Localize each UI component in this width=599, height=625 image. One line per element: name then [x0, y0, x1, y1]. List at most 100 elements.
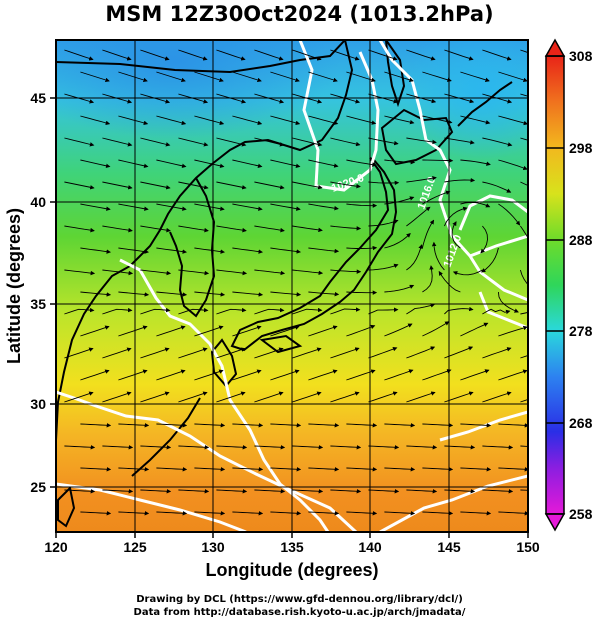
lat-tick-35: 35 [30, 296, 46, 312]
lon-tick-145: 145 [437, 539, 461, 555]
streamline-arrow [452, 269, 483, 276]
streamline-arrow [254, 181, 285, 190]
colorbar-tick-308: 308 [569, 48, 593, 64]
streamline-arrow [519, 269, 528, 286]
lat-tick-45: 45 [30, 90, 46, 106]
streamline-arrow [384, 115, 415, 125]
streamline-arrow [102, 489, 134, 494]
streamline-arrow [140, 489, 172, 494]
streamline-arrow [292, 181, 323, 190]
streamline-arrow [216, 391, 246, 403]
streamline-arrow [156, 511, 188, 516]
streamline-arrow [232, 467, 264, 472]
streamline-arrow [102, 181, 133, 190]
streamline-arrow [384, 232, 411, 249]
streamline-arrow [406, 303, 436, 315]
streamline-arrow [406, 137, 437, 145]
streamline-arrow [292, 347, 322, 359]
lat-tick-40: 40 [30, 194, 46, 210]
streamline-arrow [216, 307, 247, 315]
streamline-arrow [460, 159, 491, 166]
streamline-arrow [482, 489, 514, 494]
streamline-arrow [80, 369, 110, 381]
streamline-arrow [64, 49, 94, 61]
streamline-arrow [140, 445, 172, 450]
streamline-arrow [64, 137, 95, 147]
streamline-arrow [118, 511, 150, 516]
streamline-arrow [140, 347, 170, 359]
streamline-arrow [254, 307, 285, 315]
lon-tick-125: 125 [123, 539, 147, 555]
streamline-arrow [232, 247, 263, 254]
credit-data-source: Data from http://database.rish.kyoto-u.a… [133, 607, 466, 618]
streamline-arrow [102, 391, 132, 403]
shikoku-coast [259, 334, 303, 354]
streamline-arrow [178, 489, 210, 494]
streamline-arrow [118, 159, 149, 169]
streamline-arrow [520, 225, 528, 239]
streamline-arrow [102, 307, 133, 315]
streamline-arrow [422, 158, 454, 163]
streamline-arrow [422, 369, 452, 381]
streamline-arrow [270, 203, 301, 211]
streamline-arrow [460, 201, 491, 208]
streamline-arrow [80, 467, 112, 472]
streamline-arrow [64, 489, 96, 494]
streamline-arrow [406, 175, 437, 183]
streamline-arrow [330, 49, 360, 61]
streamline-arrow [270, 423, 302, 428]
streamline-arrow [102, 137, 133, 147]
streamline-arrow [64, 225, 95, 233]
streamline-arrow [232, 159, 263, 168]
streamline-arrow [194, 159, 225, 169]
streamline-arrow [368, 263, 399, 271]
lon-tick-120: 120 [44, 539, 68, 555]
streamline-arrow [308, 159, 339, 168]
streamline-arrow [216, 445, 248, 450]
streamline-arrow [292, 269, 324, 276]
streamline-arrow [482, 445, 514, 450]
streamline-arrow [498, 511, 528, 516]
streamline-arrow [178, 269, 210, 276]
streamline-arrow [156, 423, 188, 428]
colorbar-bottom-arrow [544, 513, 566, 532]
streamline-arrow [254, 225, 285, 233]
streamline-arrow [292, 225, 323, 233]
streamline-arrow [368, 489, 400, 494]
streamline-arrow [102, 347, 132, 359]
latitude-tick-labels: 25 30 35 40 45 [30, 90, 46, 495]
streamline-arrow [330, 137, 361, 147]
streamline-arrow [520, 137, 528, 141]
streamline-arrow [520, 93, 528, 97]
streamline-arrow [178, 49, 208, 61]
streamline-arrow [140, 49, 170, 61]
streamline-arrow [406, 445, 438, 450]
colorbar-tick-268: 268 [569, 415, 593, 431]
streamline-arrow [498, 467, 528, 472]
streamline-arrow [292, 49, 322, 61]
streamline-arrow [118, 71, 148, 83]
streamline-arrow [194, 467, 226, 472]
colorbar-gradient [545, 55, 565, 515]
streamline-arrow [368, 137, 399, 146]
colorbar: 308 298 288 278 268 258 [544, 38, 593, 532]
streamline-arrow [406, 489, 438, 494]
streamline-arrow [118, 291, 150, 297]
streamline-arrow [254, 347, 284, 359]
streamline-arrow [80, 291, 112, 297]
streamline-arrow [368, 307, 399, 315]
streamline-arrow [118, 247, 149, 254]
streamline-arrow [406, 346, 436, 359]
streamline-arrow [308, 115, 339, 126]
streamline-arrow [194, 247, 225, 254]
streamline-arrow [194, 369, 224, 381]
streamline-arrow [118, 115, 149, 126]
streamline-arrow [384, 511, 416, 516]
streamline-arrow [156, 71, 186, 83]
streamline-arrow [330, 489, 362, 494]
streamline-arrow [308, 291, 340, 297]
lat-tick-25: 25 [30, 479, 46, 495]
streamline-arrow [216, 181, 247, 190]
streamline-arrow [481, 247, 499, 273]
streamline-arrow [368, 180, 400, 186]
